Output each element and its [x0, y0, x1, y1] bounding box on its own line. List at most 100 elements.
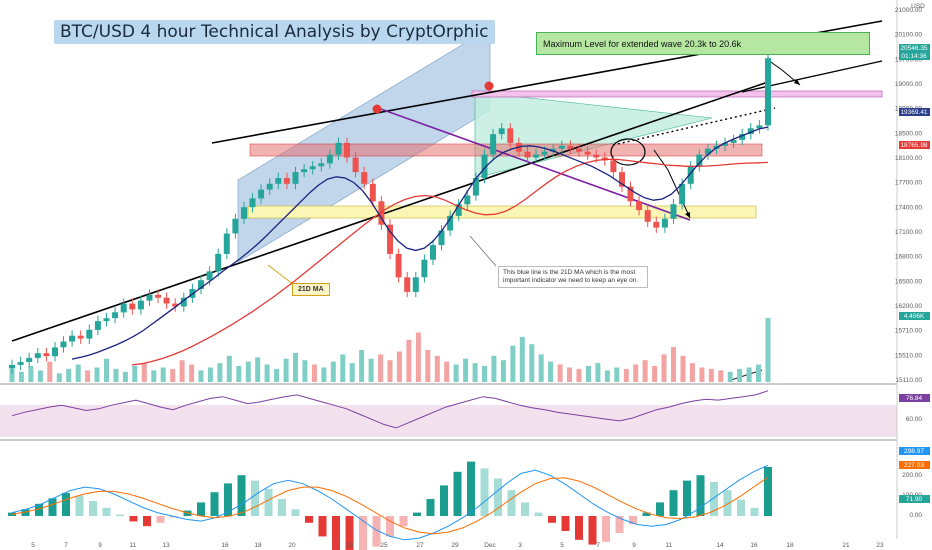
price-tag-bg — [899, 52, 930, 60]
candle-body — [541, 151, 548, 155]
volume-bar — [264, 364, 270, 382]
price-tick: 15110.00 — [895, 377, 922, 384]
time-tick: 13 — [162, 542, 170, 549]
macd-hist-bar — [251, 480, 259, 516]
volume-bar — [671, 347, 676, 382]
volume-bar — [104, 358, 109, 382]
volume-bar — [425, 350, 431, 382]
volume-bar — [170, 368, 176, 382]
resistance-zone — [249, 143, 763, 157]
candle-body — [455, 204, 462, 216]
macd-hist-bar — [291, 509, 300, 516]
macd-hist-bar — [656, 502, 664, 516]
time-tick: 18 — [786, 542, 794, 549]
volume-bar — [18, 371, 24, 382]
candle-body — [103, 318, 110, 322]
volume-bar — [746, 367, 752, 382]
volume-bar — [604, 370, 610, 382]
macd-hist-bar — [210, 492, 219, 516]
volume-bar — [595, 363, 601, 382]
macd-hist-bar — [197, 502, 205, 516]
price-tick: 18100.00 — [895, 155, 922, 162]
volume-bar — [453, 364, 459, 382]
volume-bar — [500, 360, 506, 382]
candle-body — [765, 58, 771, 126]
price-tick: 17700.00 — [895, 180, 922, 187]
volume-bar — [510, 345, 516, 382]
time-axis: 5 7 9 11 13 16 18 20 23 25 27 29 Dec 3 5 7 9 11 14 16 18 21 23 — [31, 542, 884, 549]
macd-tick: 200.00 — [902, 472, 922, 479]
macd-hist-bar — [62, 492, 70, 516]
volume-bar — [576, 368, 582, 382]
candle-body — [558, 145, 565, 149]
candle-body — [593, 154, 600, 158]
macd-hist-bar — [426, 499, 435, 516]
macd-hist-bar — [588, 516, 597, 545]
price-tick: 16200.00 — [895, 303, 922, 310]
volume-bar — [302, 360, 308, 382]
macd-hist-bar — [116, 514, 124, 516]
volume-bar — [37, 370, 43, 382]
macd-tick: 0.00 — [909, 512, 922, 519]
macd-hist-bar — [318, 516, 327, 537]
time-tick: 14 — [716, 542, 724, 549]
volume-bar — [330, 361, 336, 382]
volume-bar — [633, 364, 639, 382]
price-tag-bg — [899, 108, 930, 116]
candles — [9, 52, 771, 374]
candle-body — [550, 148, 557, 152]
candle-body — [352, 157, 359, 173]
time-tick: 9 — [98, 542, 102, 549]
rsi-tag: 76.84 — [906, 395, 923, 402]
volume-bar — [28, 366, 34, 382]
volume-bar — [340, 354, 346, 382]
candle-body — [94, 321, 101, 330]
macd-tag-bg — [899, 461, 930, 469]
highlight-circle — [610, 138, 646, 166]
macd-hist-bar — [548, 516, 556, 523]
time-tick: 7 — [64, 542, 68, 549]
price-axis: 21000.0020100.0019700.0019000.0018900.00… — [895, 7, 923, 519]
candle-body — [146, 294, 153, 301]
macd-tag-bg — [899, 447, 930, 455]
volume-bar — [56, 373, 62, 382]
macd-line — [11, 464, 769, 541]
volume-bar — [444, 361, 450, 382]
candle-body — [412, 277, 419, 292]
candle-body — [653, 221, 660, 228]
macd-hist-bar — [372, 516, 381, 547]
price-tick: 15710.00 — [895, 328, 922, 335]
volume-bar — [642, 360, 648, 382]
candle-body — [481, 154, 488, 178]
volume-bar — [160, 367, 166, 382]
price-tag: 01:14:36 — [901, 53, 927, 60]
candle-body — [739, 134, 746, 140]
rsi-line — [11, 390, 769, 429]
volume-bar — [689, 363, 695, 382]
volume-bar — [207, 367, 213, 382]
volume-bar — [699, 367, 705, 382]
lower-trendline — [11, 81, 769, 342]
macd-hist-bar — [615, 516, 624, 533]
time-tick: 3 — [518, 542, 522, 549]
rsi-tick: 60.00 — [906, 416, 923, 423]
volume-bar — [737, 368, 743, 382]
macd-hist-bar — [629, 516, 637, 525]
candle-body — [361, 172, 368, 184]
chart-title: BTC/USD 4 hour Technical Analysis by Cry… — [54, 20, 495, 44]
currency-label: USD — [911, 3, 925, 10]
candle-body — [576, 148, 582, 152]
candle-body — [77, 335, 84, 339]
candle-body — [301, 169, 308, 173]
volume-bar — [359, 350, 365, 382]
candle-body — [309, 166, 316, 170]
time-tick: 27 — [416, 542, 424, 549]
target-arrow — [767, 59, 801, 86]
candle-body — [86, 329, 93, 339]
dip-arrow-head — [685, 212, 690, 218]
volume-bar — [567, 367, 572, 382]
candle-body — [335, 142, 342, 155]
price-tick: 15510.00 — [895, 352, 922, 359]
candle-body — [318, 163, 325, 167]
candle-body — [687, 166, 694, 184]
